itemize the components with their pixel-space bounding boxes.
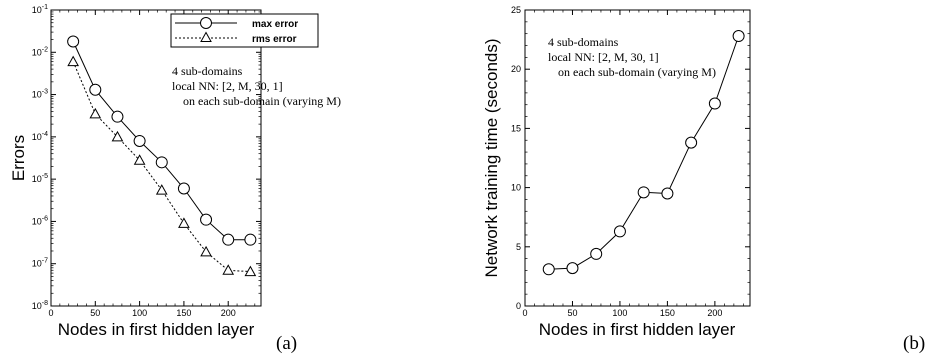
y-tick-label: 0	[516, 301, 521, 311]
rms-error-series	[67, 55, 257, 277]
data-point-circle	[200, 213, 213, 226]
annotation-line-1: 4 sub-domains	[172, 64, 243, 78]
plot-frame	[524, 9, 751, 307]
y-tick-label: 25	[511, 5, 521, 15]
data-point-circle	[133, 134, 146, 147]
data-point-circle	[613, 225, 626, 238]
x-axis: 0 50 100 150 200	[48, 10, 256, 318]
y-tick-label: 5	[516, 242, 521, 252]
x-tick-label: 100	[132, 308, 147, 318]
annotation-line-3: on each sub-domain (varying M)	[558, 65, 716, 79]
data-point-circle	[67, 35, 80, 48]
data-point-circle	[542, 263, 555, 276]
data-point-circle	[732, 30, 745, 43]
y-tick-label: 10-5	[32, 173, 48, 184]
legend-box	[170, 13, 319, 48]
y-tick-label: 10-7	[32, 258, 48, 269]
data-point-circle	[637, 186, 650, 199]
x-tick-label: 150	[176, 308, 191, 318]
x-tick-label: 50	[90, 308, 100, 318]
y-tick-label: 10-2	[32, 46, 48, 57]
max-error-series	[67, 35, 257, 246]
legend-marker-circle	[200, 17, 212, 29]
data-point-circle	[685, 136, 698, 149]
data-point-triangle	[155, 184, 168, 195]
series-line	[72, 61, 251, 273]
annotation: 4 sub-domains local NN: [2, M, 30, 1] on…	[172, 64, 341, 108]
x-tick-label: 50	[567, 308, 577, 318]
panel-label-b: (b)	[903, 333, 925, 354]
y-tick-label: 10-6	[32, 215, 48, 226]
data-point-circle	[708, 97, 721, 110]
training-time-chart: 0 5 10 15 20 25 0 50 100 150 200 Network training…	[482, 5, 925, 354]
data-point-circle	[590, 247, 603, 260]
errors-chart: 10-810-710-610-510-410-310-210-1 0 50 100 1…	[9, 4, 341, 354]
data-point-triangle	[67, 55, 80, 67]
legend-label-rms-error: rms error	[252, 34, 297, 45]
legend-marker-triangle	[200, 31, 212, 42]
data-point-triangle	[200, 245, 212, 257]
annotation-line-3: on each sub-domain (varying M)	[183, 94, 341, 108]
y-tick-label: 10-8	[32, 300, 48, 311]
data-point-triangle	[133, 154, 146, 165]
y-axis-label: Errors	[9, 135, 28, 181]
annotation-line-2: local NN: [2, M, 30, 1]	[548, 50, 659, 64]
x-tick-label: 0	[48, 308, 53, 318]
annotation-line-1: 4 sub-domains	[548, 35, 619, 49]
data-point-circle	[244, 233, 257, 246]
y-tick-label: 10-4	[32, 131, 48, 142]
x-axis-label: Nodes in first hidden layer	[539, 320, 736, 339]
y-tick-label: 15	[511, 123, 521, 133]
training-time-series	[542, 30, 745, 276]
x-tick-label: 200	[221, 308, 236, 318]
y-tick-label: 10	[511, 183, 521, 193]
x-axis: 0 50 100 150 200	[522, 10, 744, 318]
y-tick-label: 20	[511, 64, 521, 74]
data-point-circle	[661, 187, 674, 200]
data-point-triangle	[111, 130, 124, 142]
data-point-circle	[111, 110, 124, 123]
panel-label-a: (a)	[276, 333, 297, 354]
data-point-circle	[177, 182, 190, 195]
y-axis-label: Network training time (seconds)	[482, 38, 501, 277]
data-point-circle	[566, 262, 579, 275]
data-point-circle	[89, 83, 102, 96]
x-tick-label: 0	[522, 308, 527, 318]
legend: max error rms error	[170, 13, 319, 48]
y-axis: 0 5 10 15 20 25	[511, 5, 750, 311]
data-point-triangle	[222, 264, 235, 275]
x-tick-label: 150	[660, 308, 675, 318]
legend-label-max-error: max error	[252, 19, 298, 30]
y-tick-label: 10-3	[32, 89, 48, 100]
annotation: 4 sub-domains local NN: [2, M, 30, 1] on…	[548, 35, 716, 79]
y-tick-label: 10-1	[32, 4, 48, 15]
plot-frame	[50, 9, 262, 307]
annotation-line-2: local NN: [2, M, 30, 1]	[172, 79, 283, 93]
x-tick-label: 200	[707, 308, 722, 318]
data-point-triangle	[89, 107, 102, 119]
data-point-triangle	[178, 217, 190, 228]
data-point-circle	[155, 156, 168, 169]
y-axis: 10-8 10-7 10-6 10-5 10-4 10-3 10-2 10-1	[32, 4, 261, 311]
data-point-triangle	[244, 265, 257, 277]
x-axis-label: Nodes in first hidden layer	[58, 320, 255, 339]
data-point-circle	[222, 233, 235, 246]
x-tick-label: 100	[612, 308, 627, 318]
